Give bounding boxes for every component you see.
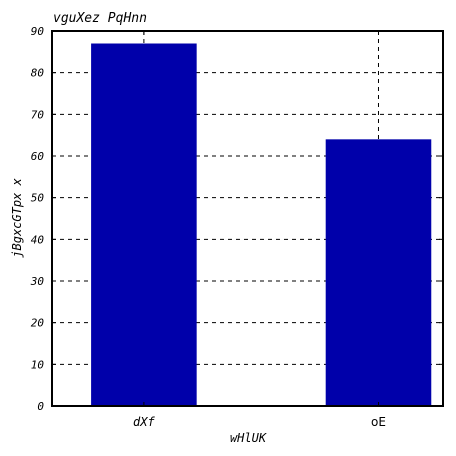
y-tick-label: 40: [31, 233, 45, 246]
y-tick-label: 0: [37, 400, 44, 413]
y-tick-label: 50: [31, 192, 45, 205]
axis-ticks: 0 10 20 30 40 50 60 70 80 90 dXf oE: [30, 25, 443, 429]
y-tick-label: 20: [31, 317, 45, 330]
bars: [91, 43, 432, 407]
y-axis-label: jBgxcGTpx x: [10, 177, 24, 257]
x-axis-label: wHlUK: [230, 431, 267, 445]
y-tick-label: 90: [31, 25, 45, 38]
bar-oE: [325, 139, 432, 407]
plot-frame: [51, 30, 444, 407]
y-tick-label: 30: [30, 275, 45, 288]
y-tick-label: 60: [31, 150, 45, 163]
x-tick-label: oE: [371, 415, 386, 429]
x-tick-label: dXf: [133, 415, 155, 429]
y-tick-label: 80: [31, 67, 45, 80]
chart-title: vguXez PqHnn: [53, 11, 147, 26]
bar-dXf: [91, 43, 197, 406]
y-tick-label: 10: [31, 358, 45, 371]
y-tick-label: 70: [31, 108, 45, 121]
